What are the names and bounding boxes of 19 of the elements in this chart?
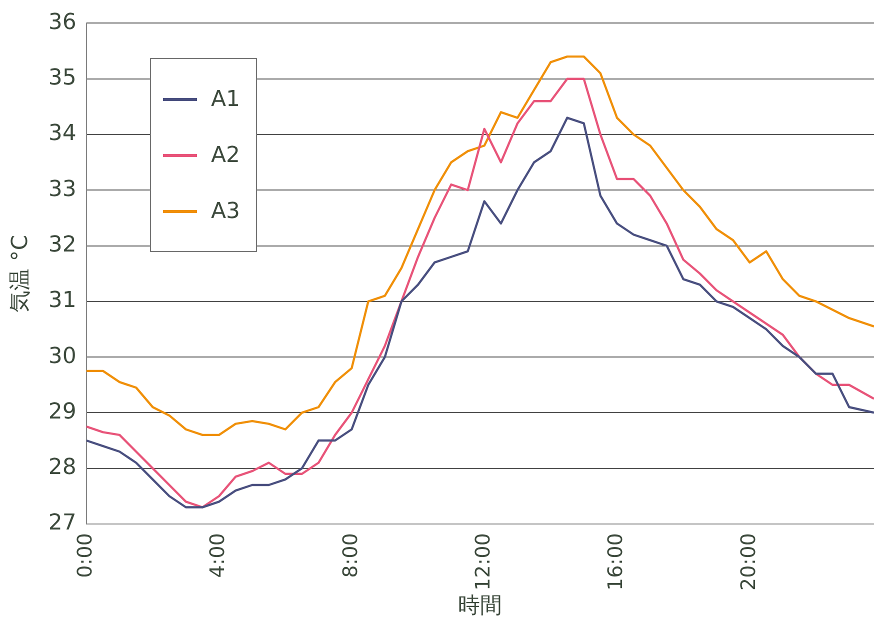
- x-axis-title: 時間: [458, 594, 502, 619]
- x-tick-label: 4:00: [205, 532, 230, 578]
- y-tick-label: 36: [48, 10, 76, 35]
- y-tick-label: 33: [48, 176, 76, 202]
- y-tick-label: 34: [48, 121, 76, 146]
- legend-label: A3: [211, 198, 240, 224]
- y-tick-label: 32: [48, 232, 76, 258]
- y-tick-label: 30: [48, 344, 76, 369]
- x-tick-label: 20:00: [736, 532, 760, 591]
- y-tick-label: 31: [48, 288, 76, 314]
- y-tick-label: 35: [48, 66, 76, 91]
- x-tick-label: 16:00: [603, 532, 628, 591]
- x-tick-label: 8:00: [338, 532, 362, 578]
- y-tick-label: 29: [48, 399, 76, 424]
- legend-label: A1: [211, 86, 240, 112]
- legend-label: A2: [211, 142, 240, 168]
- y-tick-label: 28: [48, 455, 76, 480]
- y-axis-title: 気温 °C: [8, 234, 33, 312]
- x-tick-label: 12:00: [470, 532, 495, 591]
